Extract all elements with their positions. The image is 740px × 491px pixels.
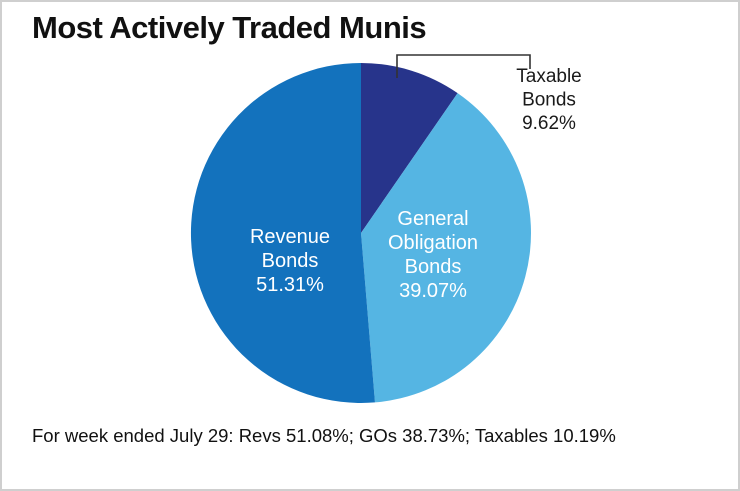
- slice-name-label-general-obligation-bonds: Bonds: [405, 256, 462, 278]
- slice-name-label-general-obligation-bonds: General: [397, 208, 468, 230]
- pie-slice-revenue-bonds: [190, 63, 375, 403]
- pie-slice-general-obligation-bonds: [361, 93, 531, 403]
- chart-footnote: For week ended July 29: Revs 51.08%; GOs…: [32, 425, 616, 446]
- chart-title: Most Actively Traded Munis: [32, 10, 427, 45]
- slice-value-label-taxable-bonds: 9.62%: [522, 113, 576, 134]
- slice-name-label-revenue-bonds: Bonds: [262, 250, 319, 272]
- slice-value-label-revenue-bonds: 51.31%: [256, 274, 324, 296]
- taxable-leader-bracket: [396, 54, 531, 78]
- slice-name-label-general-obligation-bonds: Obligation: [388, 232, 478, 254]
- slice-name-label-revenue-bonds: Revenue: [250, 226, 330, 248]
- pie-slice-taxable-bonds: [361, 63, 458, 233]
- slice-name-label-taxable-bonds: Taxable: [516, 66, 582, 87]
- slice-name-label-taxable-bonds: Bonds: [522, 90, 576, 111]
- slice-value-label-general-obligation-bonds: 39.07%: [399, 280, 467, 302]
